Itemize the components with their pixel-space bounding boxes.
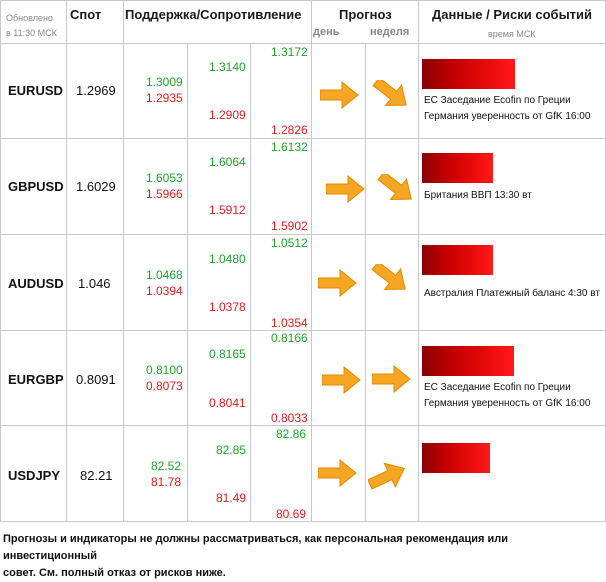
event-risk-bar — [422, 245, 493, 275]
down-right-arrow-icon — [371, 264, 406, 290]
table-header — [0, 0, 606, 43]
grid-line — [418, 0, 419, 521]
support-level-3: 1.0512 — [271, 236, 308, 250]
grid-line — [66, 0, 67, 521]
resistance-level-2: 1.0378 — [209, 300, 246, 314]
pair-name: AUDUSD — [8, 276, 64, 291]
pair-name: GBPUSD — [8, 179, 64, 194]
grid-line — [365, 43, 366, 521]
grid-line — [0, 521, 606, 522]
resistance-level-2: 0.8041 — [209, 396, 246, 410]
up-right-arrow-icon — [368, 462, 406, 490]
event-text: Британия ВВП 13:30 вт — [424, 190, 532, 201]
right-arrow-icon — [318, 459, 357, 487]
spot-value: 1.2969 — [76, 83, 116, 98]
support-resistance-column-header: Поддержка/Сопротивление — [125, 7, 302, 22]
support-level-1: 1.3009 — [146, 75, 183, 89]
resistance-level-3: 1.2826 — [271, 123, 308, 137]
resistance-level-1: 1.0394 — [146, 284, 183, 298]
grid-line — [0, 43, 606, 44]
support-level-2: 0.8165 — [209, 347, 246, 361]
resistance-level-1: 81.78 — [151, 475, 182, 489]
right-arrow-icon — [322, 366, 361, 394]
resistance-level-2: 81.49 — [216, 491, 247, 505]
disclaimer-line: Прогнозы и индикаторы не должны рассматр… — [3, 533, 509, 562]
event-risk-bar — [422, 443, 490, 473]
resistance-level-3: 0.8033 — [271, 411, 308, 425]
event-risk-bar — [422, 346, 514, 376]
resistance-level-2: 1.5912 — [209, 203, 246, 217]
right-arrow-icon — [318, 269, 357, 297]
spot-value: 1.6029 — [76, 179, 116, 194]
support-level-2: 82.85 — [216, 443, 247, 457]
grid-line — [250, 43, 251, 521]
disclaimer-line: совет. См. полный отказ от рисков ниже. — [3, 567, 226, 579]
event-text: ЕС Заседание Ecofin по Греции — [424, 95, 571, 106]
events-column-header: Данные / Риски событий — [432, 7, 593, 22]
forecast-day-header: день — [313, 26, 340, 38]
right-arrow-icon — [320, 81, 359, 109]
resistance-level-3: 80.69 — [276, 507, 307, 521]
support-level-3: 1.3172 — [271, 45, 308, 59]
grid-line — [0, 234, 606, 235]
event-text: ЕС Заседание Ecofin по Греции — [424, 382, 571, 393]
spot-value: 0.8091 — [76, 372, 116, 387]
down-right-arrow-icon — [377, 174, 412, 200]
grid-line — [123, 0, 124, 521]
pair-name: EURGBP — [8, 372, 64, 387]
pair-name: USDJPY — [8, 468, 61, 483]
forecast-week-header: неделя — [370, 26, 410, 38]
forecast-column-header: Прогноз — [339, 7, 392, 22]
event-risk-bar — [422, 59, 515, 89]
grid-line — [0, 330, 606, 331]
grid-line — [311, 0, 312, 521]
spot-column-header: Спот — [70, 7, 102, 22]
updated-time: в 11:30 МСК — [6, 28, 57, 38]
support-level-2: 1.6064 — [209, 155, 246, 169]
support-level-3: 0.8166 — [271, 331, 308, 345]
resistance-level-1: 0.8073 — [146, 379, 183, 393]
grid-line — [0, 425, 606, 426]
support-level-2: 1.0480 — [209, 252, 246, 266]
support-level-1: 0.8100 — [146, 363, 183, 377]
grid-line — [0, 138, 606, 139]
grid-line — [187, 43, 188, 521]
event-risk-bar — [422, 153, 493, 183]
grid-line — [0, 0, 1, 521]
down-right-arrow-icon — [372, 80, 407, 106]
disclaimer: Прогнозы и индикаторы не должны рассматр… — [3, 531, 603, 582]
support-level-1: 82.52 — [151, 459, 182, 473]
event-text: Германия уверенность от GfK 16:00 — [424, 398, 591, 409]
support-level-3: 1.6132 — [271, 140, 308, 154]
right-arrow-icon — [326, 175, 365, 203]
support-level-1: 1.6053 — [146, 171, 183, 185]
spot-value: 82.21 — [80, 468, 113, 483]
support-level-1: 1.0468 — [146, 268, 183, 282]
resistance-level-2: 1.2909 — [209, 108, 246, 122]
grid-line — [0, 0, 606, 1]
support-level-2: 1.3140 — [209, 60, 246, 74]
event-text: Австралия Платежный баланс 4:30 вт — [424, 288, 600, 299]
pair-name: EURUSD — [8, 83, 63, 98]
event-text: Германия уверенность от GfK 16:00 — [424, 111, 591, 122]
updated-label: Обновлено — [6, 13, 53, 23]
spot-value: 1.046 — [78, 276, 111, 291]
events-time-header: время МСК — [488, 29, 536, 39]
right-arrow-icon — [372, 365, 411, 393]
resistance-level-3: 1.0354 — [271, 316, 308, 330]
resistance-level-1: 1.2935 — [146, 91, 183, 105]
resistance-level-1: 1.5966 — [146, 187, 183, 201]
resistance-level-3: 1.5902 — [271, 219, 308, 233]
support-level-3: 82.86 — [276, 427, 307, 441]
